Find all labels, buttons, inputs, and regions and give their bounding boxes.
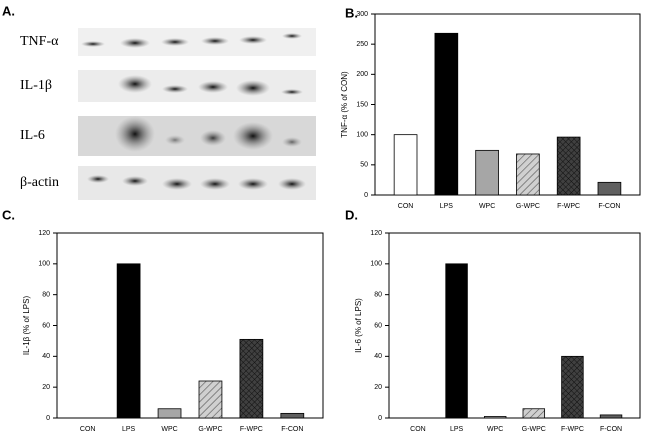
x-tick-label: F-WPC (240, 426, 263, 433)
x-tick-label: F-CON (598, 203, 620, 210)
y-tick-label: 120 (370, 230, 382, 237)
bar (434, 32, 459, 196)
x-tick-label: F-WPC (557, 203, 580, 210)
blot-row-label: IL-6 (20, 128, 45, 143)
panel-label: D. (345, 207, 358, 222)
y-axis-label: IL-1β (% of LPS) (22, 296, 31, 356)
bar (239, 338, 264, 419)
x-tick-label: WPC (487, 426, 503, 433)
y-tick-label: 20 (42, 384, 50, 391)
bar (597, 181, 622, 196)
plot-frame (388, 232, 641, 419)
bar (516, 153, 540, 196)
bar (280, 412, 305, 419)
x-tick-label: F-CON (600, 426, 622, 433)
y-tick-label: 150 (356, 101, 368, 108)
y-tick-label: 40 (42, 353, 50, 360)
y-tick-label: 80 (374, 292, 382, 299)
bar (116, 263, 141, 419)
y-axis-label: TNF-α (% of CON) (340, 71, 349, 138)
y-tick-label: 0 (46, 415, 50, 422)
y-tick-label: 200 (356, 71, 368, 78)
x-tick-label: LPS (440, 203, 454, 210)
x-tick-label: WPC (161, 426, 177, 433)
panel-label: C. (2, 207, 15, 222)
bar (556, 136, 581, 196)
blot-image (78, 28, 316, 200)
blot-row-label: IL-1β (20, 78, 52, 93)
bar (445, 263, 468, 419)
x-tick-label: LPS (450, 426, 464, 433)
y-tick-label: 100 (356, 132, 368, 139)
plot-frame (56, 232, 324, 419)
panel-label: B. (345, 5, 358, 20)
x-tick-label: WPC (479, 203, 495, 210)
y-tick-label: 100 (38, 261, 50, 268)
x-tick-label: CON (398, 203, 414, 210)
bar (198, 380, 223, 419)
x-tick-label: F-WPC (561, 426, 584, 433)
y-tick-label: 80 (42, 292, 50, 299)
y-tick-label: 40 (374, 353, 382, 360)
bar (522, 408, 546, 419)
y-tick-label: 250 (356, 41, 368, 48)
bar (599, 414, 623, 419)
y-tick-label: 60 (42, 322, 50, 329)
bar (393, 134, 418, 196)
x-tick-label: G-WPC (522, 426, 546, 433)
x-tick-label: LPS (122, 426, 136, 433)
x-tick-label: F-CON (281, 426, 303, 433)
y-tick-label: 100 (370, 261, 382, 268)
blot-row-label: TNF-α (20, 34, 59, 49)
panel-label: A. (2, 3, 15, 18)
y-tick-label: 120 (38, 230, 50, 237)
y-tick-label: 0 (364, 192, 368, 199)
x-tick-label: G-WPC (198, 426, 222, 433)
bar (561, 355, 584, 419)
blot-row-label: β-actin (20, 175, 59, 190)
y-tick-label: 60 (374, 322, 382, 329)
y-tick-label: 50 (360, 162, 368, 169)
x-tick-label: G-WPC (516, 203, 540, 210)
y-axis-label: IL-6 (% of LPS) (354, 298, 363, 353)
x-tick-label: CON (80, 426, 96, 433)
y-tick-label: 0 (378, 415, 382, 422)
bar (475, 149, 499, 196)
y-tick-label: 20 (374, 384, 382, 391)
bar (157, 408, 182, 419)
bar (483, 416, 507, 419)
x-tick-label: CON (410, 426, 426, 433)
y-tick-label: 300 (356, 11, 368, 18)
